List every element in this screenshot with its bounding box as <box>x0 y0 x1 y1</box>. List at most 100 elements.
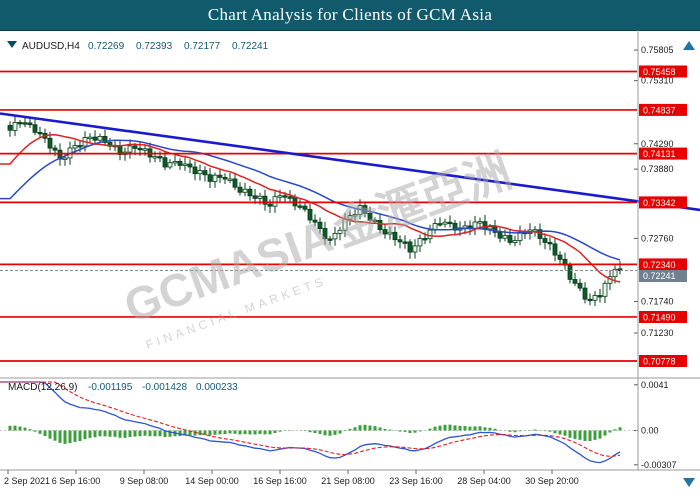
candle-body <box>402 241 408 244</box>
watermark: GCMASIA金滙亞洲 FINANCIAL MARKETS <box>117 144 517 352</box>
ohlc-close: 0.72241 <box>232 41 269 52</box>
macd-panel <box>0 381 637 464</box>
candle-body <box>187 163 193 168</box>
candle-body <box>552 243 558 256</box>
level-price-label: 0.71490 <box>643 313 676 323</box>
candle-body <box>72 145 78 149</box>
price-tick-label: 0.75805 <box>641 45 674 55</box>
ohlc-low: 0.72177 <box>184 41 221 52</box>
price-tick-label: 0.72760 <box>641 233 674 243</box>
candle-body <box>447 221 453 225</box>
candle-body <box>97 136 103 141</box>
candle-body <box>397 239 403 243</box>
candle-body <box>292 196 298 207</box>
scroll-up-indicator[interactable] <box>683 41 695 50</box>
candle-body <box>567 264 573 280</box>
candle-body <box>92 136 98 141</box>
candle-body <box>497 231 503 239</box>
ohlc-high: 0.72393 <box>136 41 173 52</box>
candle-body <box>297 205 303 208</box>
candle-body <box>302 205 308 210</box>
candle-body <box>267 203 273 207</box>
candle-body <box>472 221 478 229</box>
level-price-box <box>639 311 687 323</box>
level-price-label: 0.75458 <box>643 67 676 77</box>
candle-body <box>127 145 133 153</box>
candle-body <box>327 238 333 241</box>
candle-body <box>417 238 423 247</box>
level-price-box <box>639 355 687 367</box>
candle-body <box>282 195 288 198</box>
candle-body <box>192 166 198 175</box>
candle-body <box>337 229 343 234</box>
candle-body <box>462 225 468 229</box>
level-price-box <box>639 258 687 271</box>
candle-body <box>477 221 483 224</box>
candle-body <box>592 295 598 301</box>
candle-body <box>227 178 233 181</box>
candle-body <box>57 149 63 160</box>
trendline-layer[interactable] <box>0 112 700 212</box>
macd-indicator-label: MACD(12,26,9) <box>8 382 77 393</box>
price-tick-label: 0.73880 <box>641 164 674 174</box>
time-tick-label: 23 Sep 16:00 <box>389 476 443 486</box>
price-chart-canvas[interactable]: GCMASIA金滙亞洲 FINANCIAL MARKETS 0.75458 0.7… <box>0 30 700 500</box>
candle-body <box>602 282 608 297</box>
candle-body <box>392 231 398 241</box>
candle-body <box>212 174 218 182</box>
candle-body <box>427 229 433 240</box>
level-price-label: 0.70778 <box>643 357 676 367</box>
candle-body <box>452 222 458 231</box>
descending-trendline[interactable] <box>0 112 700 212</box>
candle-body <box>407 241 413 253</box>
candle-body <box>277 195 283 198</box>
scroll-down-indicator[interactable] <box>683 478 695 487</box>
candle-body <box>262 195 268 205</box>
macd-main-line <box>0 381 621 464</box>
level-price-box <box>639 196 687 209</box>
candle-body <box>87 136 93 139</box>
level-price-label: 0.73342 <box>643 198 676 208</box>
candle-body <box>27 122 33 126</box>
time-tick-label: 30 Sep 20:00 <box>525 476 579 486</box>
macd-main-value: -0.001195 <box>88 382 133 393</box>
candle-body <box>12 122 18 131</box>
time-tick-label: 28 Sep 04:00 <box>457 476 511 486</box>
candle-body <box>547 241 553 245</box>
support-resistance-layer <box>0 70 637 362</box>
candle-body <box>162 157 168 168</box>
candle-body <box>412 245 418 253</box>
macd-signal-line <box>0 381 621 457</box>
candle-body <box>222 176 228 180</box>
candle-body <box>102 136 108 143</box>
candle-body <box>312 219 318 223</box>
symbol-marker-icon <box>7 41 17 48</box>
candle-body <box>22 122 28 125</box>
candle-body <box>512 240 518 243</box>
candle-body <box>242 188 248 193</box>
candle-body <box>237 186 243 193</box>
candle-body <box>62 157 68 160</box>
time-tick-label: 6 Sep 16:00 <box>52 476 101 486</box>
candle-body <box>612 268 618 278</box>
candle-body <box>157 156 163 159</box>
price-tick-label: 0.71230 <box>641 328 674 338</box>
candle-body <box>557 254 563 260</box>
candle-body <box>202 170 208 176</box>
chart-frame <box>0 30 700 487</box>
level-price-label: 0.72340 <box>643 260 676 270</box>
candle-body <box>542 238 548 243</box>
candle-body <box>422 238 428 241</box>
level-price-label: 0.74837 <box>643 105 676 115</box>
candle-body <box>387 231 393 235</box>
macd-tick-label: 0.00 <box>641 426 659 436</box>
candle-body <box>47 137 53 149</box>
candle-body <box>137 147 143 151</box>
time-tick-label: 14 Sep 00:00 <box>185 476 239 486</box>
candle-body <box>347 215 353 220</box>
candle-body <box>377 219 383 230</box>
candle-body <box>132 145 138 149</box>
candle-body <box>172 160 178 164</box>
candle-body <box>582 287 588 300</box>
